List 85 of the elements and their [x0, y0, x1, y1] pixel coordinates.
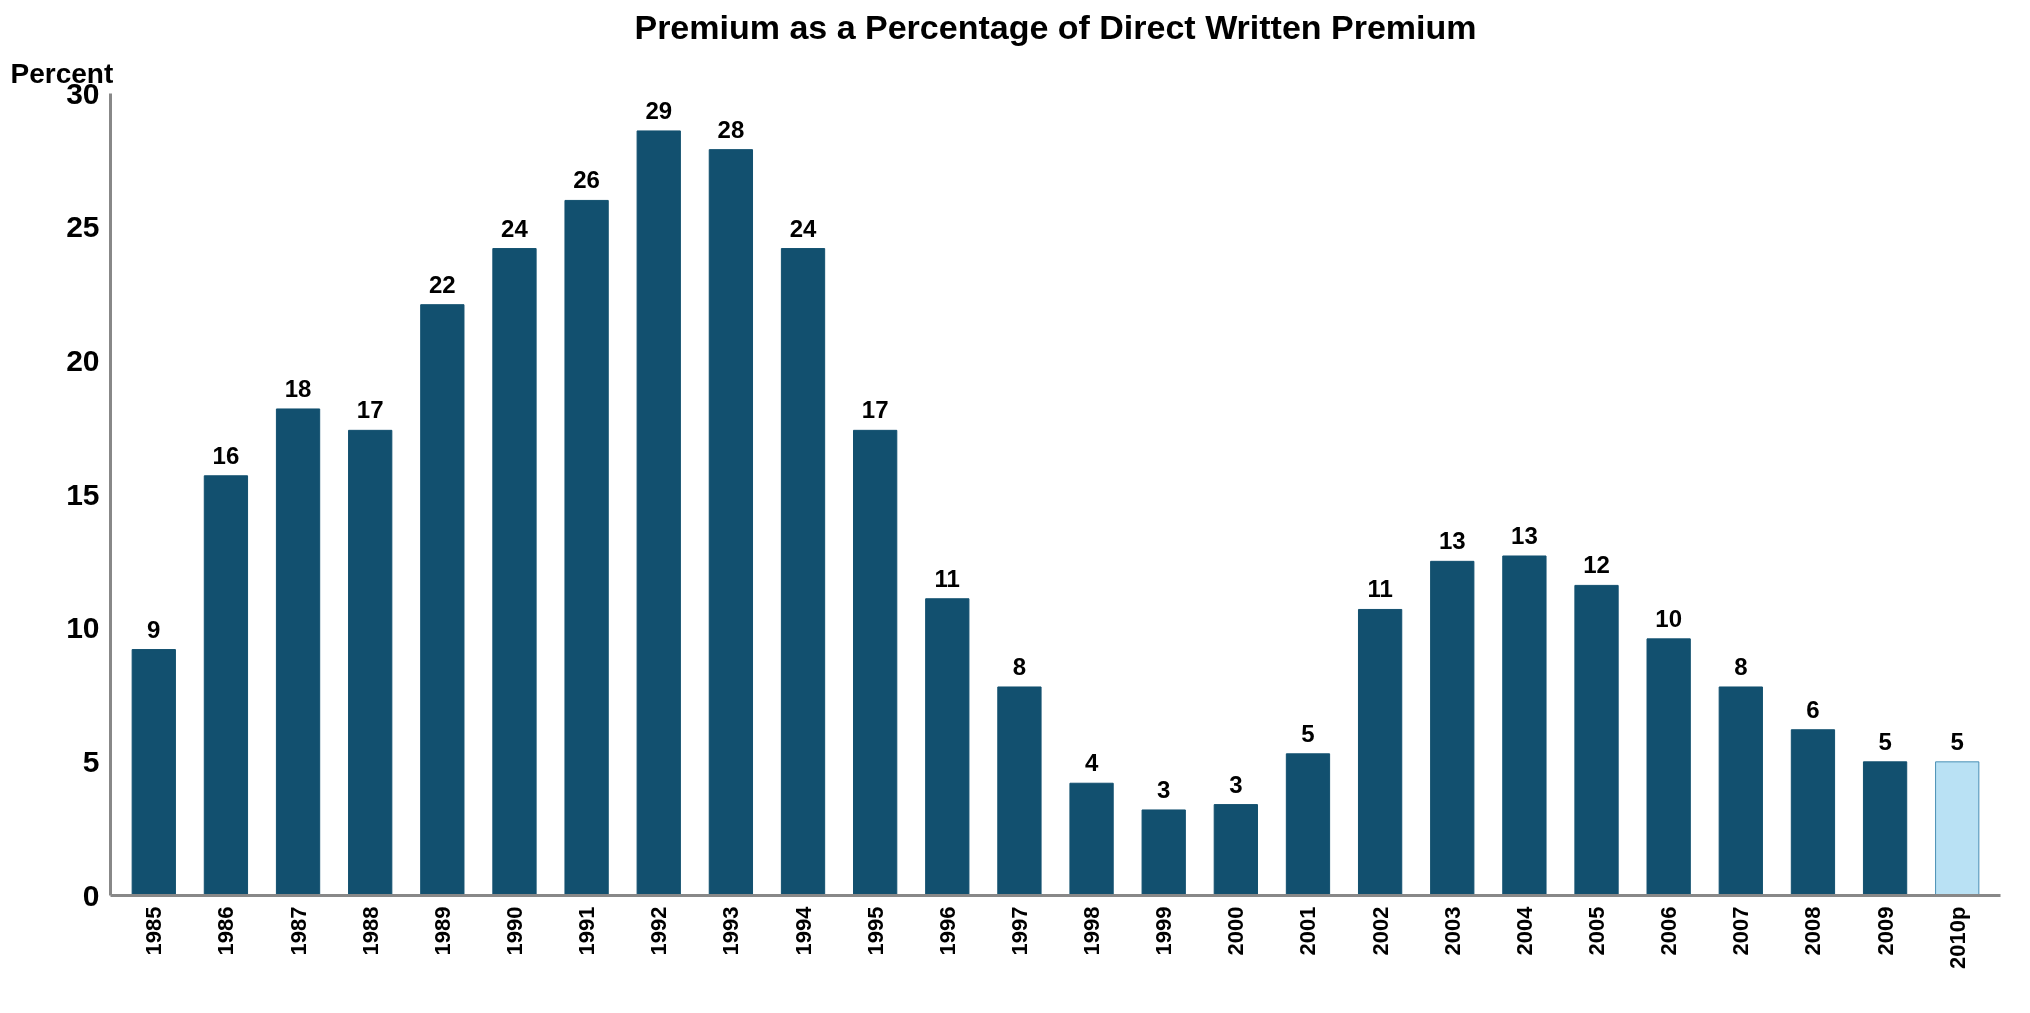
- bar: [1141, 809, 1186, 896]
- bar: [1357, 608, 1403, 896]
- data-label: 16: [212, 441, 240, 469]
- bar: [1935, 761, 1980, 896]
- data-label: 9: [147, 615, 161, 643]
- bar: [636, 130, 681, 896]
- data-label: 26: [573, 166, 600, 194]
- y-tick-label: 20: [66, 343, 100, 377]
- y-tick-label: 5: [82, 744, 100, 778]
- data-label: 3: [1157, 775, 1171, 803]
- x-tick-label: 1997: [1006, 906, 1032, 956]
- x-tick-label: 1988: [357, 906, 383, 956]
- data-label: 8: [1012, 652, 1027, 680]
- data-label: 29: [645, 96, 673, 124]
- data-label: 17: [356, 396, 384, 424]
- chart-title: Premium as a Percentage of Direct Written Premium: [634, 7, 1477, 46]
- data-label: 28: [717, 115, 745, 143]
- bar: [1790, 729, 1836, 896]
- bar: [348, 429, 393, 896]
- data-label: 24: [789, 214, 818, 242]
- x-tick-label: 1995: [862, 906, 888, 956]
- x-tick-label: 1992: [646, 906, 672, 956]
- data-label: 10: [1655, 604, 1683, 632]
- bar: [1862, 761, 1908, 896]
- x-tick-label: 1986: [213, 906, 239, 956]
- x-tick-label: 2010p: [1944, 906, 1970, 969]
- data-label: 22: [428, 270, 456, 298]
- y-tick-label: 10: [66, 611, 100, 645]
- bar: [1069, 782, 1114, 896]
- x-tick-label: 1998: [1079, 906, 1105, 956]
- data-label: 6: [1806, 695, 1820, 723]
- bar: [1574, 584, 1619, 896]
- x-tick-label: 2000: [1223, 906, 1249, 956]
- bar: [1718, 686, 1763, 896]
- data-label: 5: [1950, 727, 1964, 755]
- x-tick-label: 2005: [1584, 906, 1610, 956]
- bar: [275, 408, 321, 896]
- x-tick-label: 1996: [934, 906, 960, 956]
- x-tick-label: 2008: [1800, 906, 1826, 956]
- data-label: 4: [1084, 749, 1099, 777]
- x-tick-label: 1985: [141, 906, 167, 956]
- x-tick-label: 2004: [1511, 905, 1537, 956]
- bar: [1213, 804, 1258, 896]
- bar: [1502, 555, 1547, 896]
- bar: [853, 429, 898, 896]
- bar: [131, 649, 176, 896]
- x-tick-label: 2007: [1728, 906, 1754, 956]
- data-label: 18: [284, 374, 312, 402]
- data-label: 5: [1301, 719, 1315, 747]
- bar: [780, 248, 826, 896]
- bar: [564, 199, 609, 896]
- y-tick-label: 25: [66, 210, 100, 244]
- x-tick-label: 1991: [574, 906, 600, 956]
- data-label: 17: [861, 396, 889, 424]
- data-label: 11: [934, 564, 960, 592]
- bar: [708, 149, 754, 896]
- x-tick-label: 2002: [1367, 906, 1393, 956]
- x-tick-label: 1989: [429, 906, 455, 956]
- x-tick-label: 1987: [285, 906, 311, 956]
- bar: [203, 475, 249, 896]
- bar: [1646, 638, 1691, 896]
- data-label: 8: [1734, 652, 1748, 680]
- x-tick-label: 1993: [718, 906, 744, 956]
- x-tick-label: 2009: [1872, 906, 1898, 956]
- data-label: 5: [1878, 727, 1892, 755]
- x-tick-label: 1994: [790, 905, 816, 956]
- x-tick-label: 2006: [1656, 906, 1682, 956]
- bar: [492, 248, 537, 896]
- data-label: 13: [1438, 527, 1466, 555]
- data-label: 11: [1367, 575, 1393, 603]
- bar: [420, 304, 465, 896]
- y-tick-label: 0: [82, 878, 100, 912]
- bar: [997, 686, 1042, 896]
- bar: [1285, 753, 1331, 896]
- data-label: 24: [501, 214, 529, 242]
- x-tick-label: 2001: [1295, 906, 1321, 956]
- x-tick-label: 1999: [1151, 906, 1177, 956]
- bar: [1430, 560, 1475, 896]
- data-label: 12: [1583, 551, 1610, 579]
- data-label: 13: [1511, 521, 1538, 549]
- x-tick-label: 1990: [501, 906, 527, 956]
- x-tick-label: 2003: [1439, 906, 1465, 956]
- data-label: 3: [1229, 770, 1243, 798]
- bar: [925, 598, 970, 896]
- y-tick-label: 15: [66, 477, 100, 511]
